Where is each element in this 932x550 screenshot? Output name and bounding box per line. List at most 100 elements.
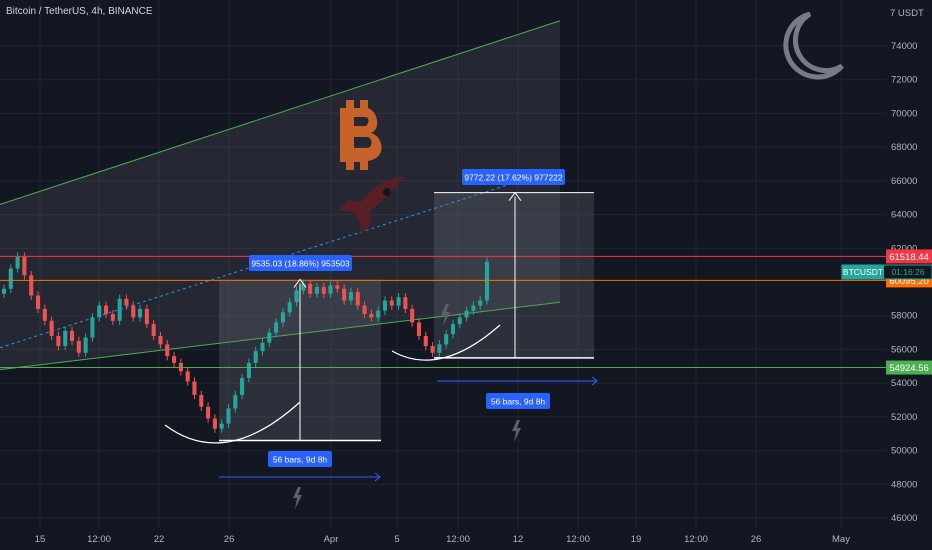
- candle-body[interactable]: [274, 322, 279, 333]
- candle-body[interactable]: [233, 394, 238, 409]
- horizontal-levels: [0, 255, 886, 369]
- candle-body[interactable]: [138, 308, 143, 318]
- candle-body[interactable]: [396, 297, 401, 306]
- candle-body[interactable]: [362, 305, 367, 315]
- candle-body[interactable]: [144, 308, 149, 325]
- candle-body[interactable]: [335, 285, 340, 289]
- candle-body[interactable]: [280, 312, 285, 323]
- support-price-tag: 54924.56: [889, 363, 929, 374]
- candle-body[interactable]: [369, 314, 374, 318]
- candle-body[interactable]: [294, 290, 299, 303]
- candle-body[interactable]: [83, 337, 88, 353]
- candle-body[interactable]: [348, 292, 353, 301]
- candle-body[interactable]: [314, 287, 319, 294]
- candle-body[interactable]: [192, 381, 197, 395]
- price-tick: 56000: [891, 344, 917, 355]
- candle-body[interactable]: [416, 322, 422, 336]
- candle-body[interactable]: [104, 305, 109, 315]
- price-tick: 50000: [891, 446, 917, 457]
- time-tick: 12:00: [446, 534, 470, 545]
- candle-body[interactable]: [267, 332, 272, 343]
- candle-body[interactable]: [124, 298, 129, 306]
- candle-body[interactable]: [212, 418, 217, 429]
- candle-body[interactable]: [69, 330, 75, 341]
- candle-body[interactable]: [464, 310, 469, 318]
- candle-body[interactable]: [117, 298, 122, 321]
- candle-body[interactable]: [301, 283, 306, 291]
- candle-body[interactable]: [430, 346, 435, 353]
- candle-body[interactable]: [199, 394, 204, 407]
- price-tick: 66000: [891, 176, 917, 187]
- candle-body[interactable]: [287, 302, 292, 313]
- candle-body[interactable]: [246, 362, 251, 379]
- moon-icon: [783, 11, 844, 80]
- candle-body[interactable]: [49, 320, 54, 336]
- candle-body[interactable]: [260, 342, 265, 352]
- candle-body[interactable]: [478, 300, 483, 306]
- bitcoin-logo-shape: [340, 100, 382, 170]
- candle-body[interactable]: [172, 356, 177, 363]
- candle-body[interactable]: [389, 300, 394, 306]
- candle-body[interactable]: [226, 408, 231, 424]
- measure-label-1: 9535.03 (18.86%) 953503: [251, 259, 350, 269]
- candle-body[interactable]: [328, 285, 333, 294]
- candle-body[interactable]: [8, 268, 13, 289]
- candle-body[interactable]: [165, 344, 170, 357]
- candle-body[interactable]: [90, 317, 95, 338]
- candle-body[interactable]: [22, 256, 27, 276]
- candle-body[interactable]: [321, 287, 326, 294]
- candle-body[interactable]: [471, 305, 476, 311]
- candle-body[interactable]: [76, 341, 81, 353]
- candle-body[interactable]: [308, 283, 313, 294]
- measure-box-2: [434, 192, 594, 358]
- channel-fill: [0, 20, 560, 370]
- countdown-label: 01:16:26: [891, 267, 924, 277]
- candle-body[interactable]: [342, 288, 347, 301]
- candle-body[interactable]: [206, 406, 211, 419]
- candle-body[interactable]: [29, 275, 34, 296]
- measure-label-2-bg: [462, 169, 565, 185]
- candle-body[interactable]: [63, 330, 68, 347]
- candle-body[interactable]: [219, 423, 224, 429]
- candle-body[interactable]: [450, 324, 456, 335]
- resistance-price-tag: 61518.44: [889, 252, 929, 263]
- time-tick: Apr: [324, 534, 339, 545]
- time-tick: 12:00: [566, 534, 590, 545]
- candle-body[interactable]: [253, 351, 258, 363]
- bars-label-2: 56 bars, 9d 8h: [491, 397, 546, 407]
- measure-label-2: 9772.22 (17.62%) 977222: [464, 173, 563, 183]
- candle-body[interactable]: [484, 261, 490, 301]
- candle-body[interactable]: [403, 297, 408, 309]
- time-tick: 22: [154, 534, 165, 545]
- candle-body[interactable]: [240, 378, 245, 395]
- candle-body[interactable]: [355, 292, 360, 306]
- grid: [0, 0, 886, 528]
- candle-body[interactable]: [56, 335, 61, 347]
- candle-body[interactable]: [423, 335, 428, 347]
- candle-body[interactable]: [97, 305, 102, 318]
- candle-body[interactable]: [376, 310, 381, 318]
- candle-body[interactable]: [1, 288, 7, 294]
- time-tick: May: [832, 534, 850, 545]
- channel-mid-line: [0, 183, 511, 349]
- support-price-tag-bg: [886, 360, 932, 375]
- candle-body[interactable]: [382, 300, 387, 311]
- candle-body[interactable]: [151, 324, 156, 336]
- candle-body[interactable]: [110, 314, 115, 321]
- channel-upper-line[interactable]: [0, 20, 561, 205]
- chart-title: Bitcoin / TetherUS, 4h, BINANCE: [6, 6, 153, 17]
- time-tick: 12:00: [87, 534, 111, 545]
- candle-body[interactable]: [131, 305, 136, 318]
- candle-body[interactable]: [444, 334, 449, 345]
- candle-body[interactable]: [42, 308, 47, 321]
- candle-body[interactable]: [457, 317, 462, 325]
- cup-curve-2: [391, 324, 501, 361]
- candle-body[interactable]: [15, 256, 20, 269]
- candle-body[interactable]: [35, 295, 41, 309]
- candle-body[interactable]: [437, 344, 442, 353]
- candle-body[interactable]: [185, 371, 190, 382]
- candle-body[interactable]: [158, 335, 163, 345]
- price-tick: 68000: [891, 142, 917, 153]
- candle-body[interactable]: [410, 308, 415, 323]
